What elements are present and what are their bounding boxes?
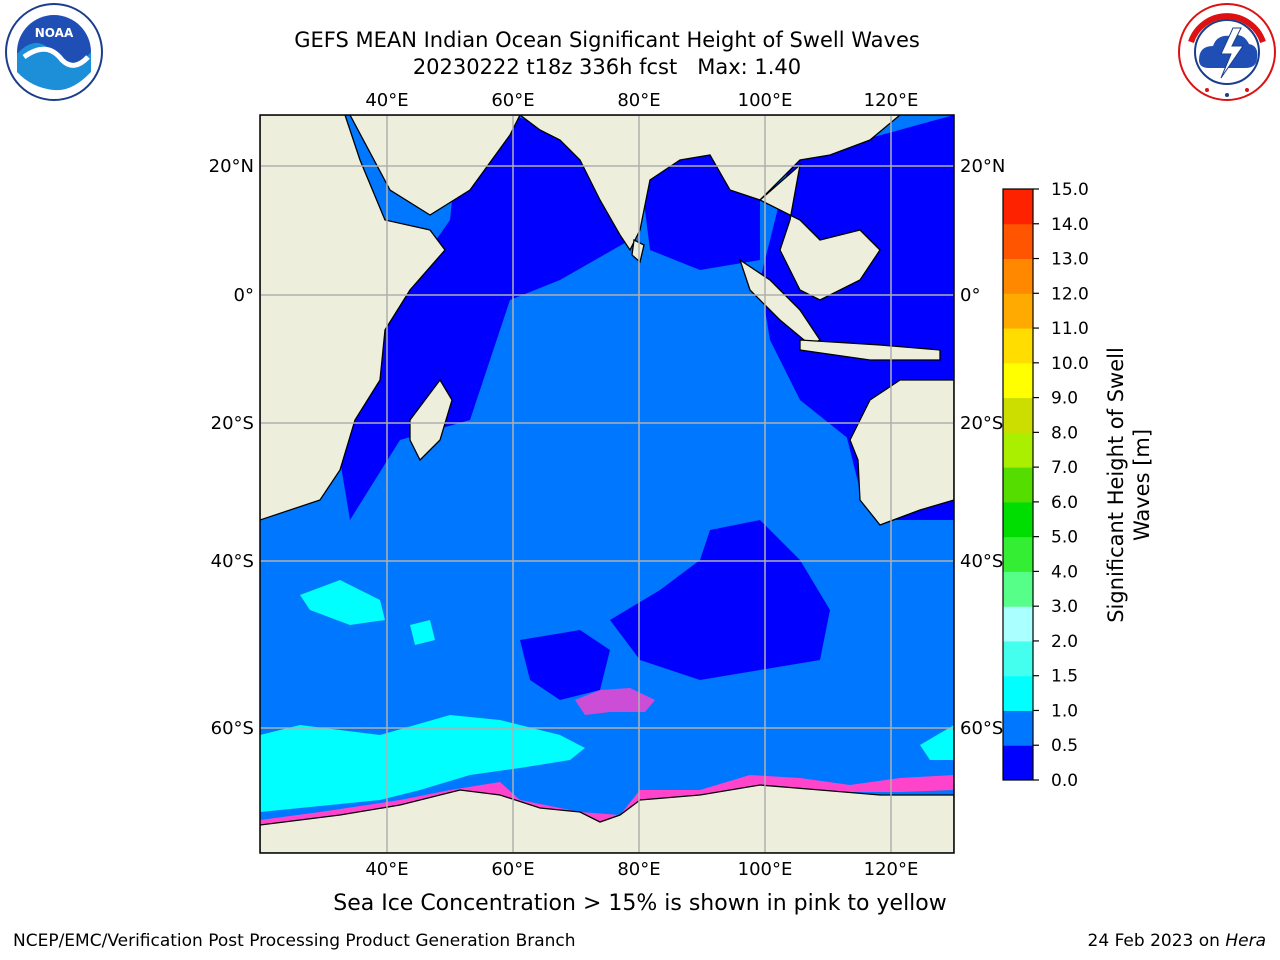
colorbar-segment xyxy=(1003,467,1033,503)
colorbar-tick-label: 14.0 xyxy=(1051,215,1089,235)
colorbar-segment xyxy=(1003,432,1033,468)
madagascar xyxy=(409,378,453,462)
colorbar-tick-label: 12.0 xyxy=(1051,284,1089,304)
lon-label-bottom: 120°E xyxy=(864,859,919,880)
lon-label-bottom: 80°E xyxy=(617,859,660,880)
southeast-asia xyxy=(758,163,881,301)
colorbar-segment xyxy=(1003,397,1033,433)
sri-lanka xyxy=(631,239,645,264)
colorbar-label-line1: Significant Height of Swell xyxy=(1104,347,1128,623)
colorbar-segment xyxy=(1003,189,1033,225)
map-title: GEFS MEAN Indian Ocean Significant Heigh… xyxy=(294,28,920,52)
south-asia xyxy=(518,115,902,252)
australia xyxy=(849,379,954,526)
lon-label-bottom: 100°E xyxy=(738,859,793,880)
lon-label-top: 100°E xyxy=(738,90,793,111)
colorbar-segment xyxy=(1003,606,1033,642)
colorbar-segment xyxy=(1003,501,1033,538)
colorbar-segment xyxy=(1003,640,1033,677)
swell-patch-cyan-3 xyxy=(920,725,954,760)
colorbar-segment xyxy=(1003,362,1033,399)
lat-label-left: 0° xyxy=(234,285,254,306)
colorbar-tick-label: 9.0 xyxy=(1051,389,1078,409)
colorbar-tick-label: 3.0 xyxy=(1051,597,1078,617)
colorbar-segment xyxy=(1003,258,1033,294)
lon-label-bottom: 60°E xyxy=(491,859,534,880)
colorbar-label-line2: Waves [m] xyxy=(1130,429,1154,541)
lon-label-top: 60°E xyxy=(491,90,534,111)
lat-label-right: 40°S xyxy=(960,551,1003,572)
colorbar-frame xyxy=(1002,188,1034,781)
colorbar-tick-label: 6.0 xyxy=(1051,493,1078,513)
lat-label-left: 20°N xyxy=(209,156,254,177)
south-indian-low-swell-patch xyxy=(610,520,830,680)
footer-credit: NCEP/EMC/Verification Post Processing Pr… xyxy=(13,931,576,951)
colorbar-segment xyxy=(1003,710,1033,746)
nws-logo xyxy=(1178,3,1276,101)
colorbar-tick-label: 2.0 xyxy=(1051,632,1078,652)
colorbar-tick-label: 13.0 xyxy=(1051,250,1089,270)
colorbar-tick-label: 0.5 xyxy=(1051,736,1078,756)
south-indian-low-swell-patch-2 xyxy=(520,630,610,700)
lat-label-right: 20°N xyxy=(960,156,1005,177)
lon-label-top: 40°E xyxy=(365,90,408,111)
colorbar-tick-label: 8.0 xyxy=(1051,423,1078,443)
colorbar-tick-label: 1.0 xyxy=(1051,701,1078,721)
lat-label-left: 40°S xyxy=(211,551,254,572)
lon-label-top: 120°E xyxy=(864,90,919,111)
colorbar xyxy=(1003,189,1033,781)
sea-ice-note: Sea Ice Concentration > 15% is shown in … xyxy=(333,891,947,916)
colorbar-tick-label: 1.5 xyxy=(1051,667,1078,687)
arabian-peninsula xyxy=(260,115,521,216)
swell-patch-cyan-2 xyxy=(410,620,435,645)
java xyxy=(799,339,941,361)
colorbar-tick-label: 15.0 xyxy=(1051,180,1089,200)
footer-date-prefix: 24 Feb 2023 on xyxy=(1087,931,1226,951)
noaa-logo: NOAA xyxy=(5,3,103,101)
colorbar-tick-label: 4.0 xyxy=(1051,562,1078,582)
lon-label-top: 80°E xyxy=(617,90,660,111)
graticule xyxy=(260,115,954,853)
lat-label-right: 60°S xyxy=(960,718,1003,739)
arabian-sea-low-swell xyxy=(330,115,630,520)
colorbar-segment xyxy=(1003,223,1033,260)
lon-label-bottom: 40°E xyxy=(365,859,408,880)
map-frame xyxy=(259,114,955,854)
colorbar-segment xyxy=(1003,675,1033,711)
footer-date: 24 Feb 2023 on Hera xyxy=(1088,931,1266,951)
colorbar-segment xyxy=(1003,571,1033,607)
colorbar-tick-label: 11.0 xyxy=(1051,319,1089,339)
lat-label-left: 20°S xyxy=(211,413,254,434)
antarctic-swell-cyan xyxy=(260,715,585,812)
colorbar-segment xyxy=(1003,293,1033,329)
lat-label-right: 20°S xyxy=(960,413,1003,434)
antarctica xyxy=(260,784,954,853)
colorbar-segment xyxy=(1003,328,1033,364)
noaa-logo-label: NOAA xyxy=(35,26,74,40)
colorbar-segment xyxy=(1003,745,1033,781)
africa xyxy=(260,115,446,521)
map-subtitle: 20230222 t18z 336h fcst Max: 1.40 xyxy=(412,55,802,79)
swell-patch-cyan-1 xyxy=(300,580,385,625)
colorbar-tick-label: 0.0 xyxy=(1051,771,1078,791)
colorbar-segment xyxy=(1003,536,1033,572)
lat-label-right: 0° xyxy=(960,285,980,306)
colorbar-tick-label: 5.0 xyxy=(1051,528,1078,548)
colorbar-tick-label: 10.0 xyxy=(1051,354,1089,374)
lat-label-left: 60°S xyxy=(211,718,254,739)
sea-ice-scatter xyxy=(575,688,655,715)
footer-date-host: Hera xyxy=(1225,931,1266,951)
colorbar-tick-label: 7.0 xyxy=(1051,458,1078,478)
